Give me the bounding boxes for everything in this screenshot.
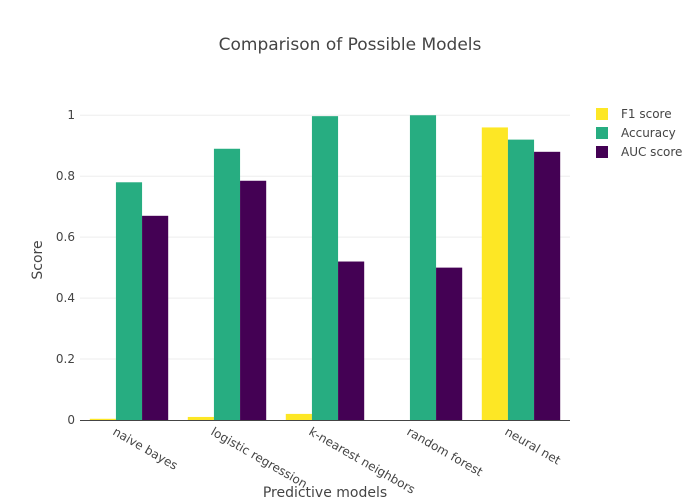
bar-auc-score-random-forest[interactable] bbox=[436, 267, 463, 420]
bar-auc-score-logistic-regression[interactable] bbox=[240, 180, 267, 420]
x-tick-label: naive bayes bbox=[111, 424, 181, 472]
bar-accuracy-neural-net[interactable] bbox=[507, 139, 535, 420]
legend-label-accuracy[interactable]: Accuracy bbox=[621, 126, 676, 140]
bar-auc-score-naive-bayes[interactable] bbox=[142, 215, 169, 420]
bar-accuracy-random-forest[interactable] bbox=[409, 115, 437, 420]
x-axis-title: Predictive models bbox=[263, 485, 387, 500]
bar-f1-score-k-nearest-neighbors[interactable] bbox=[285, 413, 312, 420]
y-tick-label: 0.6 bbox=[56, 230, 75, 244]
y-tick-label: 0 bbox=[67, 413, 75, 427]
legend-swatch-f1-score[interactable] bbox=[596, 108, 608, 120]
y-tick-label: 0.4 bbox=[56, 291, 75, 305]
bar-accuracy-naive-bayes[interactable] bbox=[115, 182, 143, 420]
legend-label-auc-score[interactable]: AUC score bbox=[621, 145, 682, 159]
legend-label-f1-score[interactable]: F1 score bbox=[621, 107, 672, 121]
y-axis-ticks: 0 0.2 0.4 0.6 0.8 1 bbox=[56, 108, 75, 427]
y-tick-label: 0.8 bbox=[56, 169, 75, 183]
chart-title: Comparison of Possible Models bbox=[219, 35, 482, 55]
bar-accuracy-logistic-regression[interactable] bbox=[213, 148, 241, 420]
x-tick-label: neural net bbox=[503, 424, 564, 467]
y-tick-label: 0.2 bbox=[56, 352, 75, 366]
bar-auc-score-neural-net[interactable] bbox=[534, 151, 561, 421]
bars bbox=[89, 115, 561, 421]
x-tick-label: random forest bbox=[405, 424, 486, 479]
bar-f1-score-neural-net[interactable] bbox=[481, 127, 508, 420]
bar-f1-score-logistic-regression[interactable] bbox=[187, 416, 214, 420]
bar-accuracy-k-nearest-neighbors[interactable] bbox=[311, 116, 339, 421]
y-axis-title: Score bbox=[30, 240, 46, 279]
x-tick-label: logistic regression bbox=[209, 424, 310, 491]
legend-swatch-auc-score[interactable] bbox=[596, 146, 608, 158]
bar-auc-score-k-nearest-neighbors[interactable] bbox=[338, 261, 365, 420]
legend: F1 score Accuracy AUC score bbox=[596, 107, 682, 159]
legend-swatch-accuracy[interactable] bbox=[596, 127, 608, 139]
y-tick-label: 1 bbox=[67, 108, 75, 122]
bar-f1-score-naive-bayes[interactable] bbox=[89, 418, 116, 420]
